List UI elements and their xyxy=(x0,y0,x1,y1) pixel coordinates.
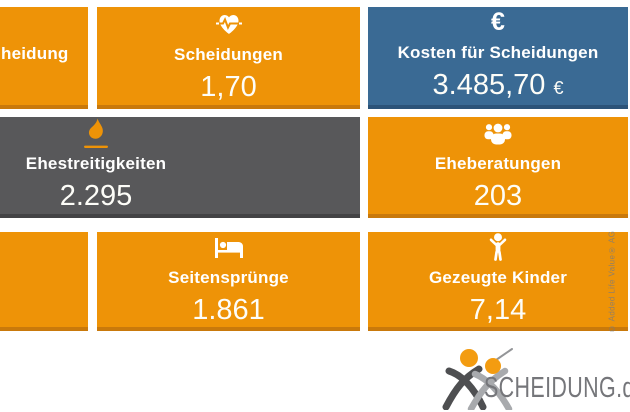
tile-label: Gezeugte Kinder xyxy=(428,268,568,287)
tile-value: 1.861 xyxy=(192,294,265,326)
tile-scheidung-cropped: heidung xyxy=(0,7,88,109)
tile-label: Kosten für Scheidungen xyxy=(397,43,599,62)
logo-tld: .de xyxy=(616,372,630,404)
currency-unit: € xyxy=(553,78,564,98)
bed-icon xyxy=(214,232,243,262)
users-icon xyxy=(483,118,513,148)
tile-value: 3.485,70 € xyxy=(432,69,564,101)
tile-scheidungen: Scheidungen 1,70 xyxy=(97,7,360,109)
logo-brand: SCHEIDUNG xyxy=(484,372,617,404)
tile-value: 7,14 xyxy=(469,294,527,326)
tile-label: Eheberatungen xyxy=(434,154,562,173)
tile-cropped-empty xyxy=(0,232,88,331)
tile-label: Seitensprünge xyxy=(168,268,289,287)
tile-kosten-scheidungen: € Kosten für Scheidungen 3.485,70 € xyxy=(368,7,628,109)
tile-label: Scheidungen xyxy=(174,44,283,64)
scheidung-de-logo: SCHEIDUNG.de xyxy=(422,340,630,412)
euro-icon: € xyxy=(491,8,505,36)
logo-figures-icon xyxy=(426,340,526,412)
logo-wordmark: SCHEIDUNG.de xyxy=(484,373,630,403)
tile-value: 1,70 xyxy=(200,70,257,103)
tile-ehestreitigkeiten: Ehestreitigkeiten 2.295 xyxy=(0,117,360,218)
tile-seitenspruenge: Seitensprünge 1.861 xyxy=(97,232,360,331)
copyright-vertical-text: © Added Life Value® AG xyxy=(607,230,617,333)
tile-label: Ehestreitigkeiten xyxy=(25,154,167,173)
flame-icon xyxy=(83,118,109,148)
tile-value: 2.295 xyxy=(59,180,133,212)
heart-pulse-icon xyxy=(215,9,242,39)
tile-value: 203 xyxy=(473,180,523,212)
tile-gezeugte-kinder: Gezeugte Kinder 7,14 xyxy=(368,232,628,331)
tile-label-fragment: heidung xyxy=(1,44,69,63)
tile-eheberatungen: Eheberatungen 203 xyxy=(368,117,628,218)
child-icon xyxy=(489,232,507,262)
